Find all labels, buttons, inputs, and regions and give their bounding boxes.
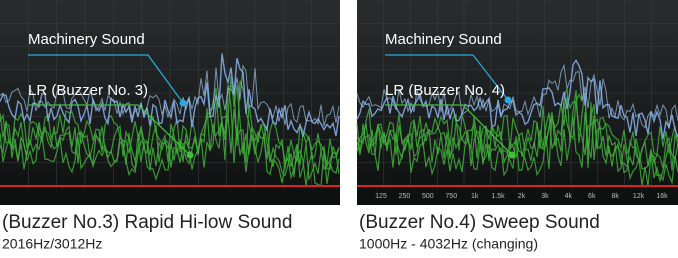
callout-label: LR (Buzzer No. 4) [385,82,505,99]
callout-dot [509,152,516,159]
axis-label: 750 [445,193,457,200]
axis-label: 250 [399,193,411,200]
caption: (Buzzer No.3) Rapid Hi-low Sound [2,212,292,233]
subcaption: 1000Hz - 4032Hz (changing) [359,236,538,252]
axis-label: 125 [375,193,387,200]
axis-label: 6k [588,193,596,200]
spectrum-panel: Machinery Sound LR (Buzzer No. 3) [0,0,340,205]
caption: (Buzzer No.4) Sweep Sound [359,212,600,233]
figure: Machinery Sound LR (Buzzer No. 3) (Buzzer … [0,0,678,258]
callout-label: LR (Buzzer No. 3) [28,82,148,99]
axis-label: 8k [611,193,619,200]
spectrum-panel: 125 250 500 750 1k 1.5k 2k 3k 4k 6k 8k 12k 16k Machin… [357,0,678,205]
axis-label: 500 [422,193,434,200]
axis-label: 16k [656,193,668,200]
subcaption: 2016Hz/3012Hz [2,236,102,252]
callout-label: Machinery Sound [28,31,145,48]
axis-label: 1.5k [491,193,505,200]
axis-label: 1k [471,193,479,200]
callout-dot [505,97,512,104]
callout-dot [187,152,194,159]
axis-label: 4k [565,193,573,200]
axis-label: 12k [633,193,645,200]
axis-label: 2k [518,193,526,200]
callout-label: Machinery Sound [385,31,502,48]
callout-dot [180,100,187,107]
axis-label: 3k [541,193,549,200]
